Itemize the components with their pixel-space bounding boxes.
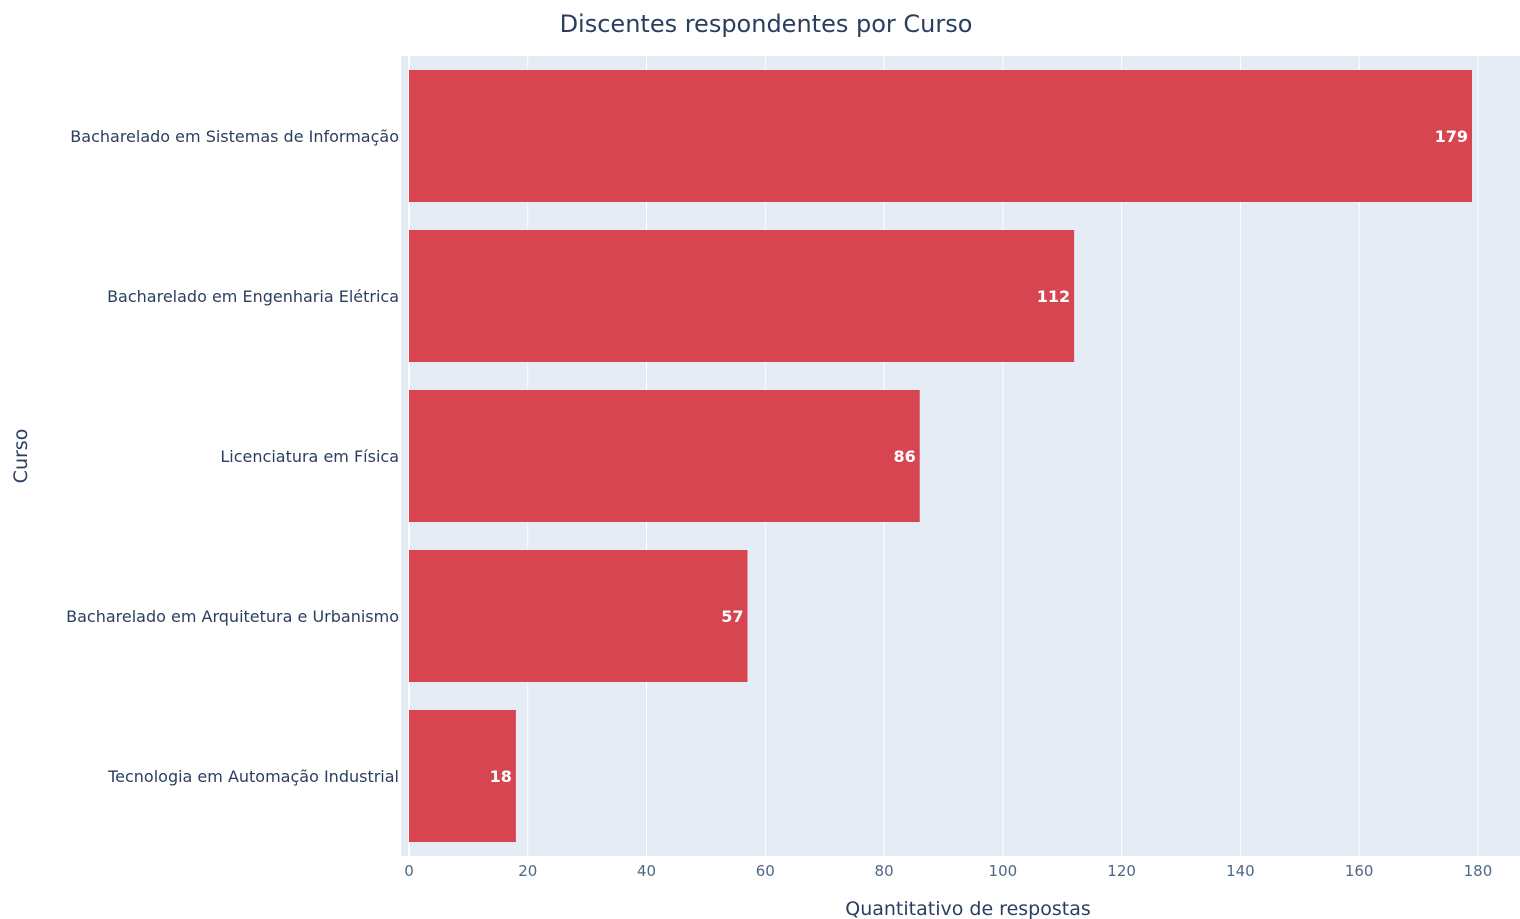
bar <box>409 390 920 522</box>
data-label: 57 <box>721 607 743 626</box>
bars: 179 112 86 57 18 <box>409 70 1472 842</box>
category-labels: Bacharelado em Sistemas de Informação Bac… <box>66 127 399 786</box>
x-tick-label: 0 <box>404 862 414 880</box>
x-tick-label: 180 <box>1464 862 1493 880</box>
x-tick-label: 80 <box>875 862 894 880</box>
x-tick-label: 120 <box>1107 862 1136 880</box>
bar <box>409 70 1472 202</box>
bar <box>409 710 516 842</box>
category-label: Bacharelado em Engenharia Elétrica <box>107 287 399 306</box>
category-label: Bacharelado em Arquitetura e Urbanismo <box>66 607 399 626</box>
bar <box>409 550 748 682</box>
data-label: 86 <box>893 447 915 466</box>
x-tick-label: 40 <box>637 862 656 880</box>
category-label: Licenciatura em Física <box>220 447 399 466</box>
x-tick-label: 140 <box>1226 862 1255 880</box>
data-label: 18 <box>490 767 512 786</box>
x-tick-label: 160 <box>1345 862 1374 880</box>
y-axis-title: Curso <box>10 429 32 484</box>
x-tick-label: 100 <box>989 862 1018 880</box>
category-label: Tecnologia em Automação Industrial <box>107 767 399 786</box>
x-axis-title: Quantitativo de respostas <box>845 898 1091 919</box>
x-tick-label: 20 <box>518 862 537 880</box>
chart-title: Discentes respondentes por Curso <box>560 10 973 38</box>
data-label: 179 <box>1435 127 1468 146</box>
category-label: Bacharelado em Sistemas de Informação <box>70 127 399 146</box>
x-tick-labels: 0 20 40 60 80 100 120 140 160 180 <box>404 862 1492 880</box>
bar <box>409 230 1075 362</box>
x-tick-label: 60 <box>756 862 775 880</box>
data-label: 112 <box>1037 287 1070 306</box>
